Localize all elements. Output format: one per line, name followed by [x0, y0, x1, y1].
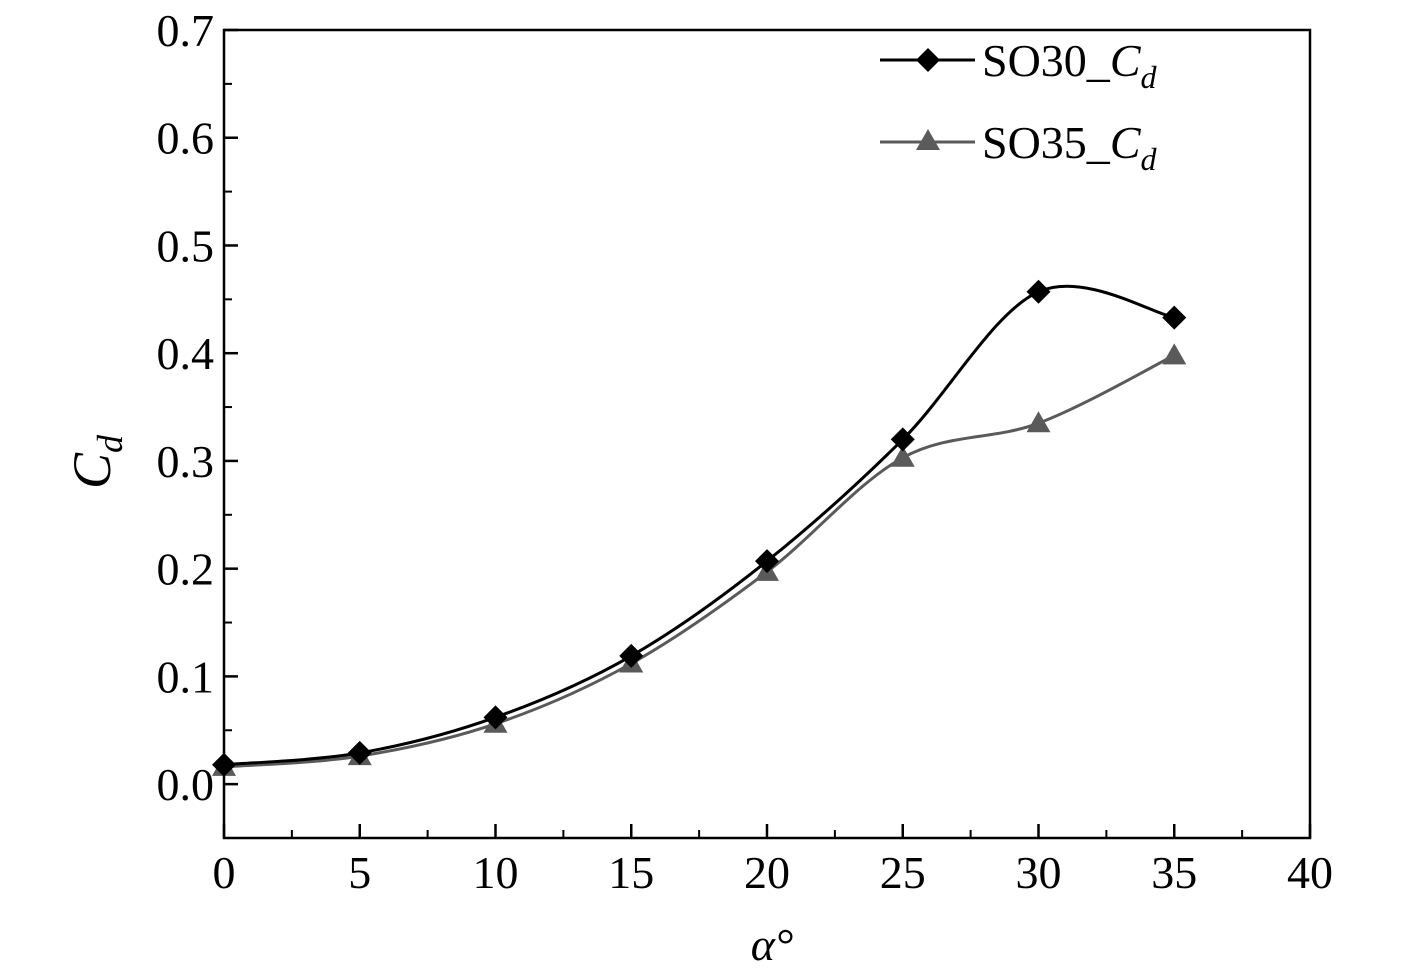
- data-point-diamond: [755, 549, 779, 574]
- y-tick-label: 0.1: [157, 651, 215, 702]
- data-point-diamond: [1162, 305, 1187, 330]
- legend-label-so35-main: C: [1110, 117, 1142, 168]
- x-tick-label: 35: [1151, 847, 1197, 898]
- x-axis-title: α°: [751, 919, 794, 970]
- legend-label-so30-sub: d: [1141, 59, 1158, 95]
- y-axis-ticks: 0.0 0.1 0.2 0.3 0.4 0.5 0.6 0.7: [157, 5, 238, 810]
- legend-label-so30-prefix: SO30_: [982, 35, 1111, 86]
- data-point-diamond: [483, 705, 508, 730]
- x-tick-label: 25: [880, 847, 926, 898]
- legend: SO30_Cd SO35_Cd: [880, 35, 1158, 177]
- legend-item-so30: SO30_Cd: [880, 35, 1158, 95]
- legend-marker-so30: [916, 48, 940, 72]
- y-tick-label: 0.5: [157, 220, 215, 271]
- y-tick-label: 0.7: [157, 5, 215, 56]
- legend-label-so35: SO35_Cd: [982, 117, 1158, 177]
- x-tick-label: 5: [348, 847, 371, 898]
- series-so35: [212, 343, 1187, 776]
- y-axis-title-main: C: [62, 452, 122, 489]
- series-line: [223, 284, 1175, 767]
- data-point-diamond: [619, 643, 644, 668]
- series-layer: [212, 279, 1187, 777]
- y-tick-label: 0.6: [157, 113, 215, 164]
- x-tick-label: 20: [744, 847, 790, 898]
- legend-label-so35-prefix: SO35_: [982, 117, 1111, 168]
- y-tick-label: 0.3: [157, 436, 215, 487]
- legend-label-so30: SO30_Cd: [982, 35, 1158, 95]
- x-tick-label: 40: [1287, 847, 1333, 898]
- y-tick-label: 0.0: [157, 759, 215, 810]
- y-tick-label: 0.4: [157, 328, 215, 379]
- data-point-triangle: [890, 445, 915, 467]
- y-axis-title: Cd: [62, 434, 130, 489]
- legend-marker-so35: [916, 129, 940, 150]
- data-point-triangle: [1162, 343, 1187, 365]
- x-axis-ticks: 0 5 10 15 20 25 30 35 40: [213, 824, 1333, 898]
- plot-frame: [222, 28, 1312, 840]
- legend-label-so35-sub: d: [1141, 141, 1158, 177]
- series-so30: [212, 279, 1187, 777]
- y-tick-label: 0.2: [157, 544, 215, 595]
- x-tick-label: 15: [608, 847, 654, 898]
- legend-label-so30-main: C: [1110, 35, 1142, 86]
- x-tick-label: 0: [213, 847, 236, 898]
- data-point-diamond: [890, 427, 915, 452]
- data-point-triangle: [1026, 411, 1051, 433]
- data-point-diamond: [347, 740, 372, 765]
- x-tick-label: 30: [1016, 847, 1062, 898]
- series-line: [223, 354, 1175, 769]
- x-tick-label: 10: [473, 847, 519, 898]
- legend-item-so35: SO35_Cd: [880, 117, 1158, 177]
- data-point-diamond: [1026, 279, 1051, 304]
- y-axis-title-sub: d: [90, 434, 130, 453]
